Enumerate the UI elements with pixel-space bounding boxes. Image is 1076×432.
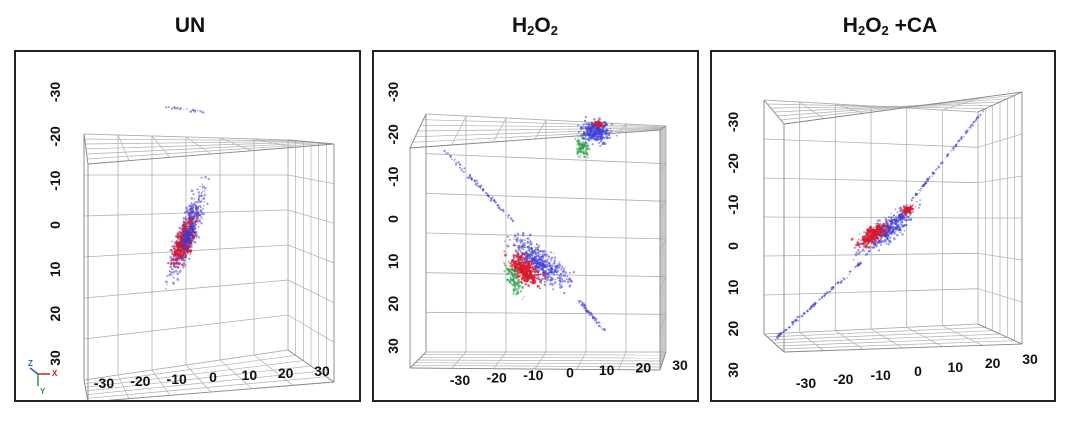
x-tick-label: -20 [487, 370, 507, 386]
blue-protrusion [443, 149, 515, 223]
y-tick-label: -20 [385, 124, 401, 144]
grid-box [409, 113, 667, 371]
image-panel-h2o2-ca: -30 -20 -10 0 10 20 30 -30 -20 -10 0 10 20 30 [710, 50, 1056, 402]
y-tick-label: 0 [47, 221, 63, 229]
y-tick-label: -10 [47, 170, 63, 190]
y-tick-label: -30 [385, 82, 401, 102]
x-tick-label: -30 [796, 375, 816, 391]
x-tick-label: 0 [914, 363, 922, 379]
x-tick-label: -30 [94, 375, 114, 391]
cell-3d-render-h2o2: -30 -20 -10 0 10 20 30 -30 -20 -10 0 10 20 30 [385, 82, 688, 388]
axis-z-label: Z [28, 359, 33, 368]
x-tick-label: 30 [314, 363, 330, 379]
red-nucleus [503, 244, 547, 290]
y-tick-label: -10 [385, 166, 401, 186]
blue-core [177, 218, 197, 254]
cell-3d-render-h2o2-ca: -30 -20 -10 0 10 20 30 -30 -20 -10 0 10 20 30 [725, 91, 1038, 391]
x-tick-label: 20 [985, 355, 1001, 371]
red-nucleus [850, 219, 896, 249]
cell-3d-render-un: -30 -20 -10 0 10 20 30 -30 -20 -10 0 10 20 30 XY Z [28, 82, 335, 400]
red-spot [899, 204, 917, 216]
blue-upper-protrusion [910, 109, 984, 202]
blue-lower-protrusion [774, 261, 863, 341]
red-neighbor-spot [590, 119, 606, 129]
orientation-axes-icon: XY Z [28, 359, 58, 396]
y-tick-label: 0 [385, 215, 401, 223]
y-tick-label: 20 [725, 321, 741, 337]
x-tick-label: 30 [1022, 351, 1038, 367]
y-tick-label: 30 [47, 350, 63, 366]
x-tick-label: 10 [599, 362, 615, 378]
blue-debris [165, 106, 205, 114]
y-tick-label: 0 [725, 242, 741, 250]
x-tick-label: -10 [523, 367, 543, 383]
y-tick-label: 30 [725, 362, 741, 378]
x-tick-label: 0 [566, 365, 574, 381]
green-membrane [503, 260, 525, 300]
x-tick-label: 20 [278, 365, 294, 381]
x-tick-label: -30 [450, 372, 470, 388]
y-tick-label: 10 [47, 261, 63, 277]
x-tick-label: -10 [167, 371, 187, 387]
x-tick-label: -10 [871, 367, 891, 383]
x-tick-label: -20 [833, 371, 853, 387]
x-tick-label: 20 [636, 360, 652, 376]
x-tick-label: 10 [948, 359, 964, 375]
x-tick-label: 30 [672, 357, 688, 373]
axis-x-label: X [52, 369, 58, 378]
x-tick-label: 10 [242, 367, 258, 383]
y-tick-label: -30 [725, 112, 741, 132]
panel-title-un: UN [174, 14, 206, 37]
y-tick-label: 20 [47, 306, 63, 322]
axis-y-label: Y [40, 387, 46, 396]
blue-tail [577, 299, 607, 332]
grid-box [83, 133, 335, 400]
x-tick-label: -20 [130, 373, 150, 389]
y-tick-label: -20 [47, 126, 63, 146]
y-tick-label: -20 [725, 153, 741, 173]
y-tick-label: -10 [725, 194, 741, 214]
y-tick-label: 10 [725, 279, 741, 295]
x-tick-label: 0 [209, 369, 217, 385]
green-neighbor [574, 133, 591, 159]
image-panel-h2o2: -30 -20 -10 0 10 20 30 -30 -20 -10 0 10 20 30 [372, 50, 699, 402]
y-tick-label: -30 [47, 82, 63, 102]
image-panel-un: -30 -20 -10 0 10 20 30 -30 -20 -10 0 10 20 30 X Y Z [14, 50, 361, 402]
y-tick-label: 10 [385, 253, 401, 269]
panel-title-h2o2: H2O2 [512, 14, 558, 38]
grid-box [763, 91, 1023, 353]
y-tick-label: 30 [385, 338, 401, 354]
panel-title-h2o2-ca: H2O2 +CA [842, 14, 938, 38]
y-tick-label: 20 [385, 296, 401, 312]
